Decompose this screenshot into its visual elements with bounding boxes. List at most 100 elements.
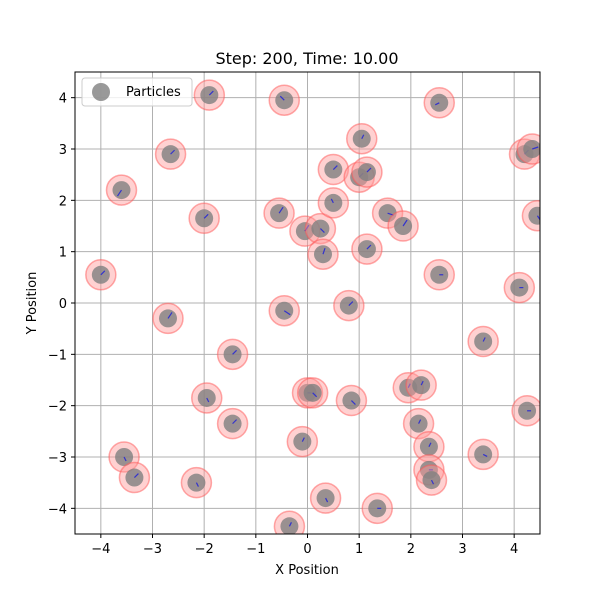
velocity-arrow	[283, 310, 291, 316]
velocity-arrow	[208, 90, 214, 96]
velocity-arrow	[100, 270, 106, 276]
particle	[335, 384, 368, 417]
particle	[296, 377, 329, 409]
particle	[387, 210, 419, 242]
velocity-arrow	[288, 522, 292, 527]
velocity-arrow	[232, 349, 238, 355]
particle	[423, 87, 455, 119]
particle	[351, 156, 383, 188]
particle	[333, 289, 365, 322]
velocity-arrow	[203, 213, 209, 219]
velocity-arrow	[482, 337, 486, 342]
velocity-arrow	[350, 400, 356, 405]
axis-ticks: −4 −3 −2 −1 0 1 2 3 4 −4 −3 −2 −1 0 1 2 3 4	[48, 92, 518, 557]
particle	[286, 425, 319, 458]
particle	[511, 395, 540, 427]
legend: Particles	[81, 77, 193, 107]
velocity-arrow	[430, 479, 435, 485]
velocity-arrow	[322, 248, 326, 255]
particle-point	[528, 206, 540, 225]
y-tick-label: −2	[48, 400, 67, 415]
particle	[108, 441, 140, 473]
particle	[180, 466, 213, 499]
y-tick-label: −1	[48, 348, 67, 363]
particle	[415, 464, 448, 496]
particle	[105, 174, 138, 206]
particle	[191, 382, 223, 414]
particle	[273, 510, 306, 534]
x-tick-label: −1	[246, 542, 265, 557]
velocity-arrow	[361, 134, 365, 140]
velocity-arrow	[428, 442, 432, 448]
y-tick-label: 4	[59, 92, 67, 107]
velocity-arrow	[206, 397, 210, 403]
velocity-arrow	[301, 437, 305, 442]
x-tick-label: −3	[143, 542, 162, 557]
velocity-arrow	[133, 473, 139, 478]
y-tick-label: 3	[59, 143, 67, 158]
particle	[351, 233, 383, 265]
velocity-arrow	[366, 167, 372, 173]
y-tick-label: 2	[59, 194, 67, 209]
velocity-arrow	[123, 456, 127, 462]
velocity-arrow	[312, 392, 318, 398]
particles-group	[85, 79, 540, 534]
velocity-arrow	[325, 497, 329, 503]
velocity-arrow	[402, 219, 408, 227]
x-axis-label: X Position	[275, 563, 339, 578]
velocity-arrow	[167, 312, 173, 319]
velocity-arrow	[279, 95, 285, 101]
particle	[467, 438, 499, 471]
particle	[402, 407, 435, 440]
velocity-arrow	[536, 215, 540, 221]
y-tick-label: 1	[59, 246, 67, 261]
particle	[423, 259, 455, 291]
particle	[413, 430, 445, 463]
x-tick-label: −2	[195, 542, 214, 557]
particle	[521, 199, 540, 232]
particle	[263, 197, 295, 229]
particle	[309, 482, 342, 514]
particle-point	[523, 140, 540, 158]
particle	[307, 238, 339, 270]
y-tick-label: −3	[48, 451, 67, 466]
velocity-arrow	[366, 244, 372, 250]
particle	[118, 461, 151, 494]
velocity-arrow	[330, 198, 334, 204]
x-tick-label: 0	[303, 542, 311, 557]
particle	[405, 369, 437, 401]
particle	[268, 84, 300, 116]
particle	[268, 294, 300, 327]
velocity-arrow	[420, 380, 424, 386]
x-tick-label: 2	[407, 542, 415, 557]
particle	[152, 302, 184, 335]
legend-box	[81, 77, 193, 107]
plot-area	[85, 79, 540, 534]
x-tick-label: 1	[355, 542, 363, 557]
velocity-arrow	[348, 301, 354, 306]
y-tick-label: 0	[59, 297, 67, 312]
axes-frame	[74, 71, 541, 535]
velocity-arrow	[195, 482, 199, 487]
particle	[317, 187, 350, 219]
x-tick-label: −4	[91, 542, 110, 557]
velocity-arrow	[418, 419, 422, 424]
y-tick-label: −4	[48, 502, 67, 517]
velocity-arrow	[532, 146, 539, 150]
particle	[516, 133, 540, 165]
particle	[154, 138, 187, 170]
velocity-arrow	[232, 419, 238, 425]
velocity-arrow	[407, 383, 411, 388]
velocity-arrow	[319, 228, 325, 233]
particle	[346, 122, 378, 155]
x-tick-label: 4	[510, 542, 518, 557]
particle	[188, 202, 220, 235]
particle	[467, 325, 499, 358]
particle	[193, 79, 226, 111]
velocity-arrow	[332, 165, 338, 170]
chart-title: Step: 200, Time: 10.00	[215, 49, 398, 68]
particle	[361, 492, 393, 525]
particle	[216, 407, 249, 440]
legend-marker	[92, 83, 110, 101]
